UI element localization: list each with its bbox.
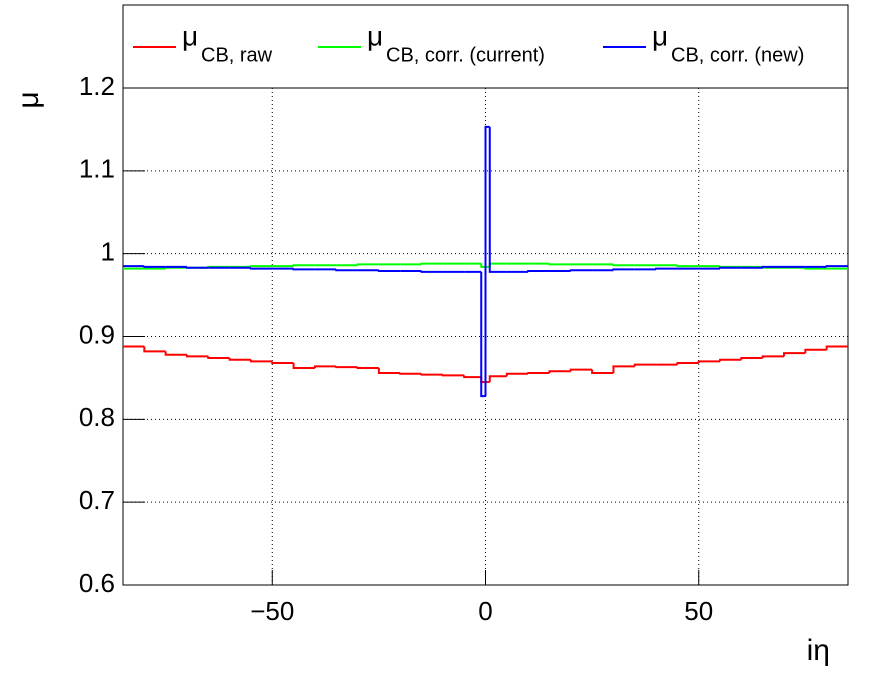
step-bin bbox=[249, 267, 273, 270]
step-bin bbox=[399, 372, 422, 375]
step-bin bbox=[249, 265, 273, 268]
x-axis-label: iη bbox=[807, 634, 830, 667]
step-bin bbox=[143, 265, 166, 268]
step-bin bbox=[612, 365, 635, 373]
step-bin bbox=[484, 125, 490, 397]
step-bin bbox=[591, 369, 614, 374]
step-bin bbox=[249, 359, 273, 363]
step-bin bbox=[463, 375, 482, 379]
step-bin bbox=[228, 358, 251, 361]
step-bin bbox=[761, 355, 785, 359]
step-bin bbox=[804, 348, 827, 354]
step-bin bbox=[612, 268, 635, 271]
step-bin bbox=[719, 358, 742, 362]
step-bin bbox=[335, 366, 358, 369]
step-bin bbox=[377, 367, 401, 374]
series bbox=[123, 125, 848, 398]
step-bin bbox=[527, 371, 550, 374]
series bbox=[123, 345, 848, 384]
step-bin bbox=[356, 366, 379, 369]
step-bin bbox=[697, 360, 721, 364]
step-bin bbox=[505, 372, 529, 377]
step-bin bbox=[143, 346, 166, 353]
y-tick-label: 0.7 bbox=[79, 485, 115, 515]
x-tick-label: 0 bbox=[478, 596, 492, 626]
step-bin bbox=[569, 269, 593, 272]
step-bin bbox=[377, 270, 401, 273]
step-bin bbox=[185, 266, 209, 269]
step-bin bbox=[420, 262, 443, 265]
step-bin bbox=[527, 270, 550, 273]
step-bin bbox=[185, 354, 209, 358]
step-bin bbox=[548, 370, 571, 373]
step-bin bbox=[548, 263, 571, 266]
step-bin bbox=[783, 352, 806, 357]
step-bin bbox=[292, 363, 315, 369]
step-bin bbox=[676, 265, 699, 268]
step-bin bbox=[292, 268, 315, 271]
step-bin bbox=[719, 266, 742, 269]
step-bin bbox=[633, 363, 657, 367]
y-tick-label: 0.8 bbox=[79, 402, 115, 432]
step-bin bbox=[480, 271, 486, 398]
step-bin bbox=[335, 269, 358, 272]
step-bin bbox=[292, 264, 315, 267]
y-axis-label: μ bbox=[12, 91, 45, 108]
step-bin bbox=[420, 270, 443, 273]
step-bin bbox=[825, 265, 848, 268]
step-bin bbox=[612, 264, 635, 267]
step-bin bbox=[207, 356, 230, 360]
step-bin bbox=[655, 267, 678, 270]
x-tick-label: 50 bbox=[684, 596, 713, 626]
step-bin bbox=[676, 362, 699, 365]
step-bin bbox=[164, 351, 187, 356]
step-bin bbox=[356, 263, 379, 266]
legend-label: CB, corr. (current) bbox=[386, 44, 545, 66]
y-tick-label: 1.1 bbox=[79, 154, 115, 184]
step-bin bbox=[441, 374, 465, 377]
x-tick-label: −50 bbox=[250, 596, 294, 626]
y-tick-label: 0.9 bbox=[79, 319, 115, 349]
step-bin bbox=[825, 345, 848, 350]
y-tick-label: 0.6 bbox=[79, 568, 115, 598]
step-bin bbox=[740, 357, 763, 360]
step-bin bbox=[488, 262, 507, 267]
legend-label: CB, corr. (new) bbox=[671, 44, 804, 66]
step-bin bbox=[488, 126, 507, 273]
legend-symbol: μ bbox=[182, 20, 198, 51]
step-bin bbox=[271, 361, 294, 365]
step-bin bbox=[313, 365, 337, 368]
legend-label: CB, raw bbox=[201, 44, 273, 66]
y-tick-label: 1.2 bbox=[79, 71, 115, 101]
step-bin bbox=[761, 265, 785, 268]
legend-symbol: μ bbox=[367, 20, 383, 51]
step-bin bbox=[488, 375, 507, 383]
step-bin bbox=[480, 263, 486, 268]
step-bin bbox=[804, 267, 827, 270]
y-tick-label: 1 bbox=[101, 237, 115, 267]
legend-symbol: μ bbox=[652, 20, 668, 51]
legend-box bbox=[122, 4, 849, 89]
step-bin bbox=[569, 368, 593, 372]
step-bin bbox=[420, 373, 443, 376]
